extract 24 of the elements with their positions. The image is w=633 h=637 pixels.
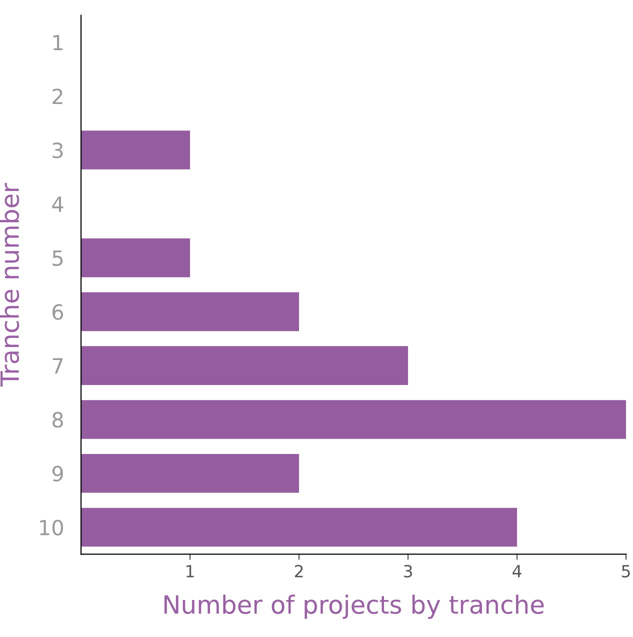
bar [81, 508, 518, 547]
y-tick-label: 6 [52, 304, 64, 320]
y-tick-label: 2 [52, 88, 62, 104]
x-tick-label: 5 [622, 565, 630, 578]
x-tick-label: 2 [294, 564, 303, 578]
bar [81, 292, 300, 332]
x-axis-title: Number of projects by tranche [164, 594, 544, 619]
y-tick-label: 3 [52, 142, 63, 158]
x-tick-label: 3 [404, 564, 412, 578]
x-tick-label: 1 [186, 565, 194, 578]
bar [81, 454, 300, 493]
y-tick-label: 8 [52, 412, 63, 428]
y-tick-label: 5 [52, 250, 63, 266]
x-tick-label: 4 [512, 565, 522, 578]
bar [81, 346, 408, 385]
y-tick-label: 9 [52, 466, 63, 482]
bar [81, 400, 626, 439]
y-tick-label: 4 [52, 196, 64, 212]
bar [81, 130, 190, 170]
bar [81, 238, 190, 278]
y-tick-label: 10 [40, 520, 63, 536]
y-tick-label: 1 [53, 34, 62, 50]
y-axis-title: Tranche number [0, 182, 20, 387]
y-tick-label: 7 [52, 358, 63, 374]
